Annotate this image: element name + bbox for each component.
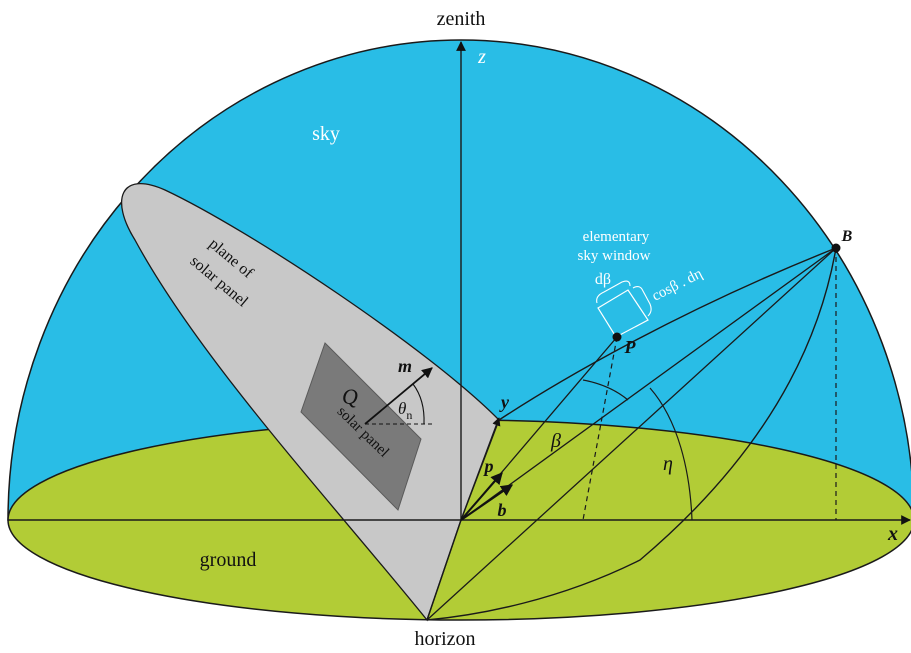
horizon-label: horizon <box>414 628 475 650</box>
vertical-circle-b <box>426 247 837 621</box>
x-axis-label: x <box>887 523 898 545</box>
sky-window <box>597 289 649 338</box>
p-vector-label: p <box>483 456 494 476</box>
y-axis <box>460 417 501 521</box>
sky-window-label: sky window <box>578 248 651 264</box>
line-horizon-b <box>426 247 837 621</box>
p-vector <box>460 472 503 521</box>
m-label: m <box>398 356 412 376</box>
beta-arc <box>582 379 629 401</box>
eta-arc <box>649 387 693 521</box>
sky-label: sky <box>312 123 340 145</box>
theta-arc <box>412 383 425 425</box>
b-vector-label: b <box>498 500 507 520</box>
solar-panel <box>300 342 422 511</box>
point-p <box>612 332 622 342</box>
theta-label: θn <box>398 399 412 422</box>
beta-label: β <box>550 430 561 452</box>
b-vector <box>460 484 513 521</box>
z-axis-label: z <box>477 46 486 68</box>
eta-label: η <box>663 453 673 475</box>
panel-normal-m <box>364 367 433 425</box>
point-p-label: P <box>624 337 637 357</box>
zenith-label: zenith <box>437 8 486 30</box>
y-axis-back <box>426 519 462 621</box>
ground-label: ground <box>200 549 257 571</box>
d-beta-label: dβ <box>595 271 611 288</box>
projection-p <box>582 336 618 521</box>
y-axis-label: y <box>499 392 510 412</box>
cos-beta-brace <box>632 285 652 317</box>
point-b <box>831 243 841 253</box>
sky-dome <box>7 39 911 521</box>
q-label: Q <box>342 384 358 409</box>
elementary-label: elementary <box>583 229 650 245</box>
sky-great-circle <box>498 247 837 421</box>
line-origin-b <box>460 247 837 521</box>
point-b-label: B <box>841 228 853 245</box>
d-beta-brace <box>596 280 631 304</box>
